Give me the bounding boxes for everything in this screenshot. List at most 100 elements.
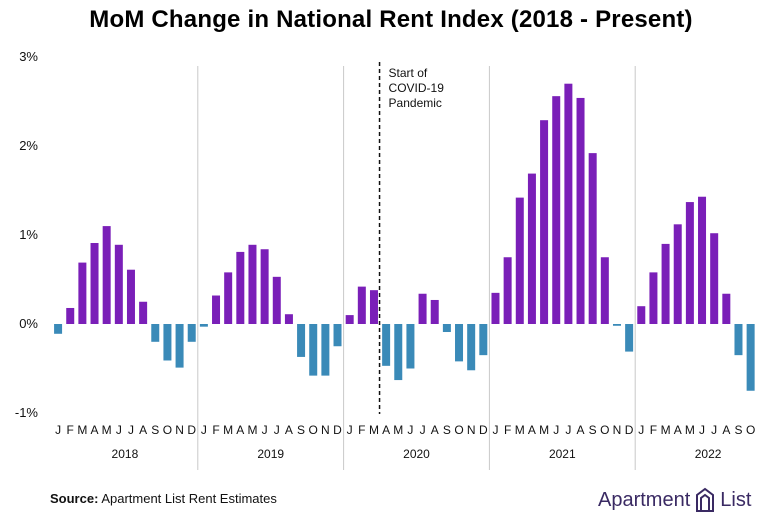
bar-2022-3 xyxy=(661,243,670,324)
x-tick-label-month: A xyxy=(285,423,293,437)
x-tick-label-month: D xyxy=(479,423,488,437)
x-tick-label-year: 2022 xyxy=(695,447,722,461)
x-tick-label-month: D xyxy=(625,423,634,437)
x-tick-label-month: A xyxy=(91,423,99,437)
x-tick-label-month: O xyxy=(309,423,318,437)
bar-2020-12 xyxy=(479,324,488,356)
bar-2019-4 xyxy=(236,251,245,324)
x-tick-label-month: M xyxy=(539,423,549,437)
x-tick-label-month: N xyxy=(467,423,476,437)
bar-2018-11 xyxy=(175,324,184,368)
bar-2022-2 xyxy=(649,272,658,324)
bar-2019-11 xyxy=(321,324,330,376)
x-tick-label-month: J xyxy=(553,423,559,437)
x-tick-label-month: J xyxy=(347,423,353,437)
bar-2020-10 xyxy=(455,324,464,362)
x-tick-label-month: J xyxy=(262,423,268,437)
x-tick-label-month: N xyxy=(613,423,622,437)
bar-2018-2 xyxy=(66,307,75,324)
x-tick-label-month: M xyxy=(515,423,525,437)
x-tick-label-month: D xyxy=(187,423,196,437)
bar-2019-1 xyxy=(199,324,208,327)
x-tick-label-year: 2020 xyxy=(403,447,430,461)
x-tick-label-month: M xyxy=(102,423,112,437)
x-tick-label-month: O xyxy=(600,423,609,437)
x-tick-label-month: S xyxy=(297,423,305,437)
x-tick-label-month: M xyxy=(685,423,695,437)
y-tick-label: -1% xyxy=(15,405,39,420)
x-tick-label-month: S xyxy=(151,423,159,437)
bar-2021-10 xyxy=(600,257,609,324)
x-tick-label-month: S xyxy=(589,423,597,437)
source-text: Apartment List Rent Estimates xyxy=(101,491,277,506)
x-tick-label-month: F xyxy=(504,423,511,437)
bar-2022-8 xyxy=(722,293,731,324)
bar-2018-6 xyxy=(114,244,123,324)
x-tick-label-month: J xyxy=(699,423,705,437)
bar-2019-9 xyxy=(297,324,306,357)
bar-2018-8 xyxy=(139,301,148,324)
x-tick-label-month: J xyxy=(201,423,207,437)
brand-word-list: List xyxy=(720,488,752,511)
source-label: Source: xyxy=(50,491,99,506)
bar-2022-10 xyxy=(746,324,755,391)
bar-2019-12 xyxy=(333,324,342,347)
bar-2021-4 xyxy=(527,173,536,324)
bar-2020-1 xyxy=(345,315,354,324)
bar-2020-2 xyxy=(357,286,366,324)
bar-2022-6 xyxy=(698,196,707,324)
bar-2018-9 xyxy=(151,324,160,342)
x-tick-label-month: J xyxy=(711,423,717,437)
bar-2021-8 xyxy=(576,97,585,324)
bar-2021-7 xyxy=(564,83,573,324)
x-tick-label-month: M xyxy=(223,423,233,437)
source-note: Source: Apartment List Rent Estimates xyxy=(50,491,277,506)
x-tick-label-month: A xyxy=(382,423,390,437)
x-tick-label-month: O xyxy=(746,423,755,437)
bar-2020-6 xyxy=(406,324,415,369)
x-tick-label-month: M xyxy=(661,423,671,437)
x-tick-label-month: S xyxy=(734,423,742,437)
bar-2020-5 xyxy=(394,324,403,381)
y-tick-label: 2% xyxy=(19,138,38,153)
x-tick-label-month: A xyxy=(528,423,536,437)
bar-2021-9 xyxy=(588,153,597,324)
bar-2018-3 xyxy=(78,262,87,324)
x-tick-label-year: 2018 xyxy=(112,447,139,461)
bar-2020-4 xyxy=(382,324,391,366)
bar-2019-7 xyxy=(272,276,281,324)
chart-title: MoM Change in National Rent Index (2018 … xyxy=(89,6,693,33)
x-tick-label-month: S xyxy=(443,423,451,437)
x-tick-label-month: J xyxy=(116,423,122,437)
bar-2021-1 xyxy=(491,292,500,324)
apartment-list-logo-icon xyxy=(696,487,715,512)
x-tick-label-year: 2019 xyxy=(257,447,284,461)
x-tick-label-month: O xyxy=(454,423,463,437)
bar-2019-8 xyxy=(284,314,293,324)
covid-annotation-text: COVID-19 xyxy=(389,81,445,95)
x-tick-label-month: A xyxy=(236,423,244,437)
bar-2018-4 xyxy=(90,243,99,324)
x-tick-label-month: N xyxy=(175,423,184,437)
bar-2022-1 xyxy=(637,306,646,324)
bar-2022-5 xyxy=(685,202,694,324)
bar-2019-6 xyxy=(260,249,269,324)
bar-2018-5 xyxy=(102,226,111,324)
bar-2021-11 xyxy=(612,324,621,326)
x-tick-label-month: J xyxy=(407,423,413,437)
x-tick-label-month: J xyxy=(492,423,498,437)
bar-2020-11 xyxy=(467,324,476,371)
bar-2021-2 xyxy=(503,257,512,324)
x-tick-label-month: J xyxy=(565,423,571,437)
x-tick-label-month: J xyxy=(128,423,134,437)
x-tick-label-month: J xyxy=(420,423,426,437)
x-tick-label-month: A xyxy=(577,423,585,437)
y-tick-label: 3% xyxy=(19,49,38,64)
bar-2019-10 xyxy=(309,324,318,376)
x-tick-label-month: A xyxy=(722,423,730,437)
bar-2022-4 xyxy=(673,224,682,324)
bar-2018-1 xyxy=(54,324,63,334)
bar-2021-3 xyxy=(515,197,524,324)
